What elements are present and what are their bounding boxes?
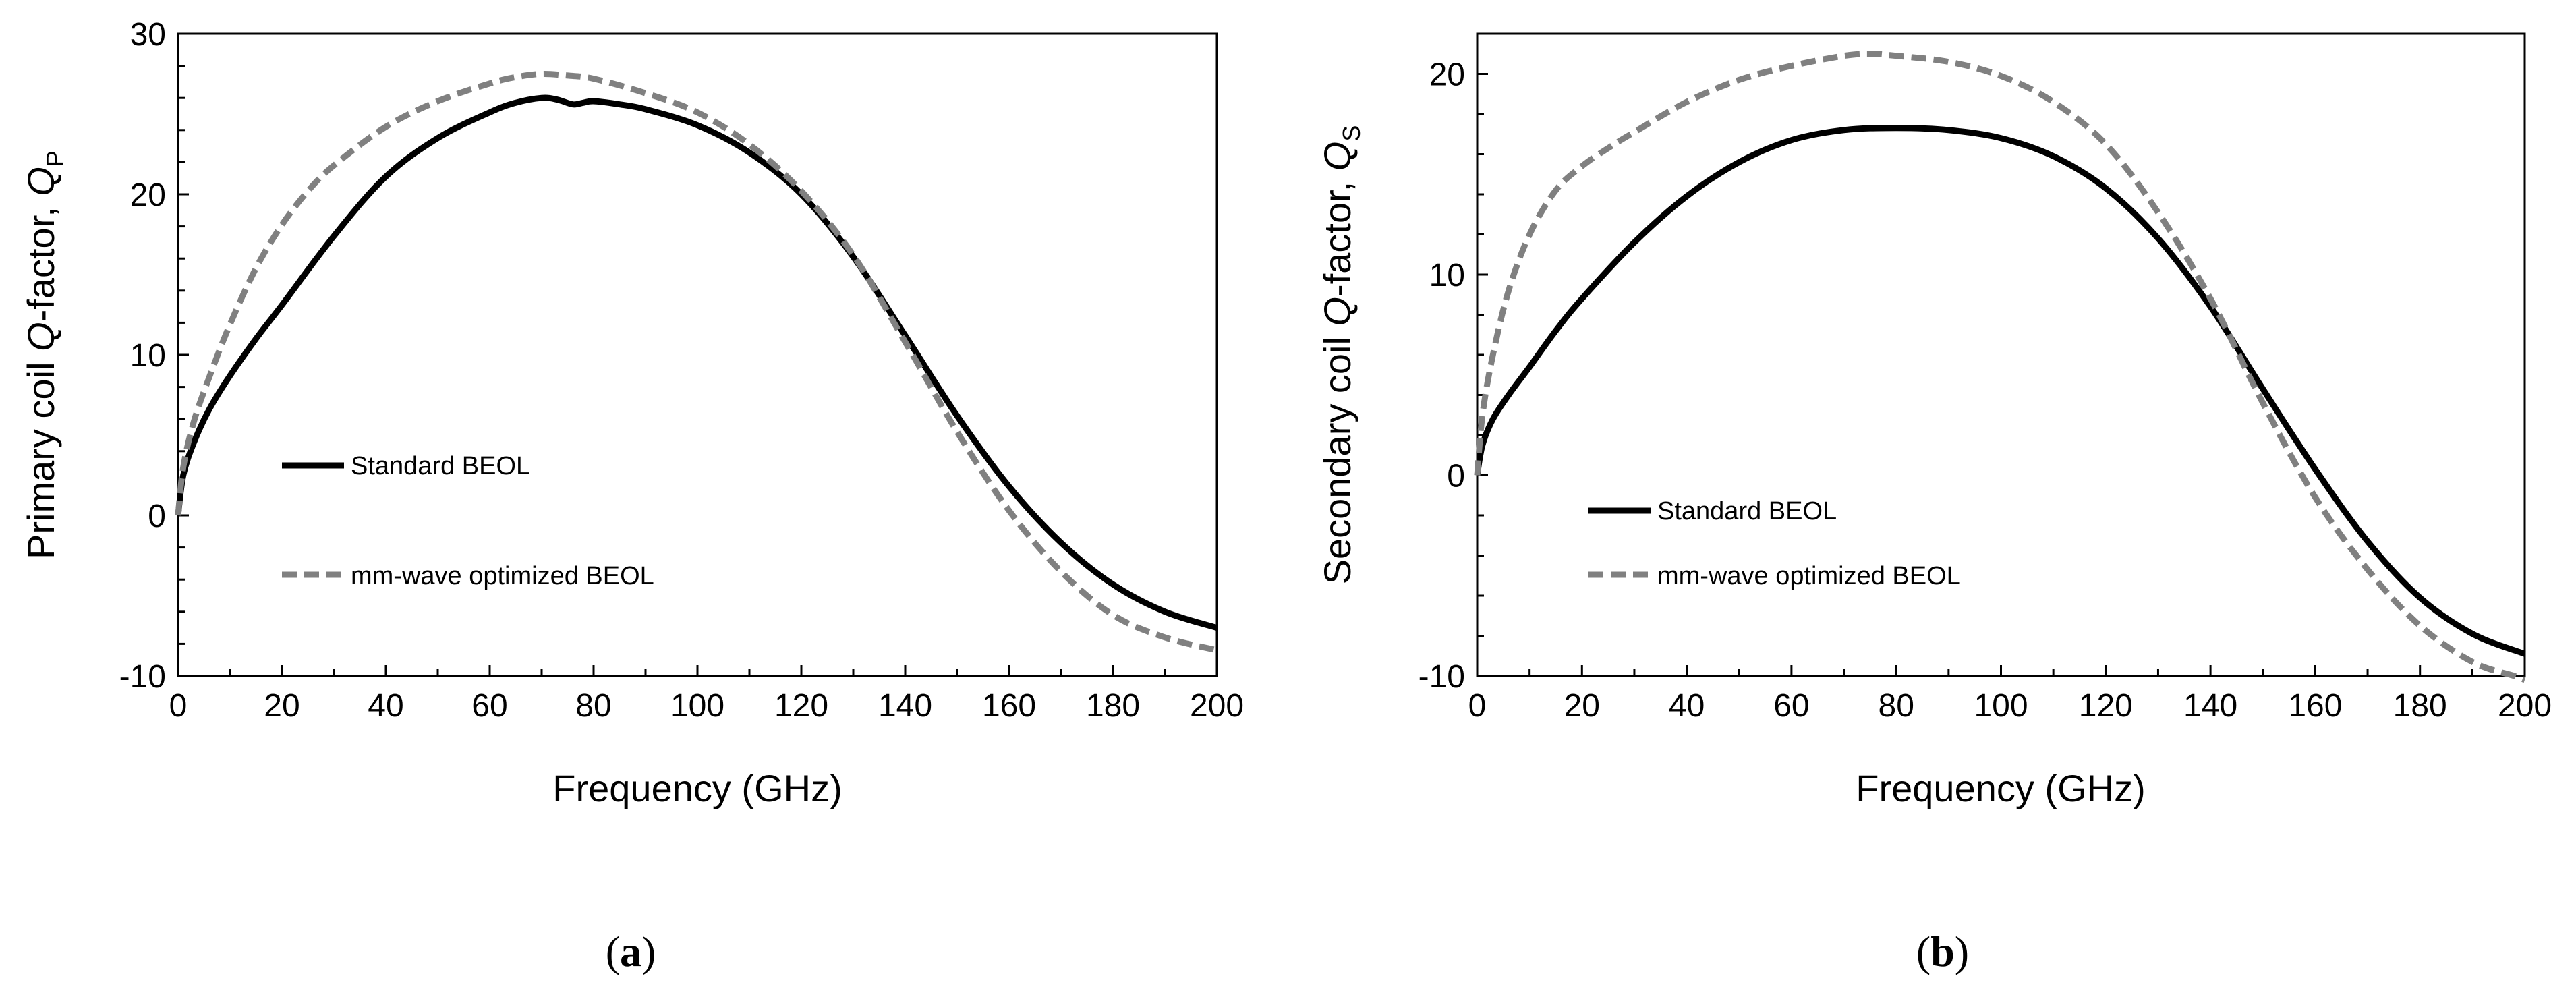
panel-a-y-label-main: Primary coil: [20, 351, 62, 559]
panel-b-plot-area: [1476, 32, 2526, 677]
y-tick-label: 0: [148, 499, 166, 534]
panel-a-y-ticks: -10 0 10 20 30: [119, 17, 189, 695]
panel-b-y-ticks: -10 0 10 20: [1419, 32, 1488, 695]
panel-b-caption: (b): [1916, 928, 1969, 975]
panel-a-series-mmwave-optimized-line: [175, 70, 1218, 654]
x-tick-label: 140: [878, 688, 932, 724]
x-tick-label: 60: [1773, 688, 1809, 724]
x-tick-label: 80: [575, 688, 611, 724]
y-tick-label: 10: [130, 338, 166, 374]
panel-b-y-label-sub: S: [1338, 125, 1365, 142]
panel-a-x-axis-label: Frequency (GHz): [552, 767, 842, 809]
panel-b-legend-standard: Standard BEOL: [1657, 497, 1837, 525]
x-tick-label: 0: [169, 688, 188, 724]
x-tick-label: 40: [1669, 688, 1705, 724]
x-tick-label: 200: [2498, 688, 2552, 724]
panel-a-plot-area: [177, 32, 1218, 677]
x-tick-label: 160: [2288, 688, 2342, 724]
panel-a-caption: (a): [606, 928, 656, 975]
panel-b-caption-letter: b: [1930, 928, 1955, 975]
panel-b-series-standard-line: [1474, 125, 2526, 657]
panel-b-series: [1474, 51, 2526, 683]
panel-a-y-label-sym: Q: [20, 167, 62, 196]
panel-b-y-label-sym: Q: [1316, 142, 1358, 171]
x-tick-label: 0: [1468, 688, 1487, 724]
panel-b-legend: Standard BEOL mm-wave optimized BEOL: [1588, 497, 1961, 590]
panel-b-x-ticks: 0 20 40 60 80 100 120 140 160 180 200: [1468, 665, 2552, 724]
panel-a-legend-standard: Standard BEOL: [351, 452, 530, 480]
y-tick-label: 20: [130, 177, 166, 213]
y-tick-label: 30: [130, 17, 166, 53]
panel-a-y-label-rest: -factor,: [20, 196, 62, 322]
panel-a-x-ticks: 0 20 40 60 80 100 120 140 160 180 200: [169, 665, 1244, 724]
panel-a-caption-letter: a: [620, 928, 641, 975]
x-tick-label: 80: [1879, 688, 1914, 724]
y-tick-label: 0: [1447, 459, 1465, 494]
x-tick-label: 120: [2079, 688, 2133, 724]
panel-a-legend-mmwave: mm-wave optimized BEOL: [351, 562, 654, 590]
panel-a-series-standard-line: [175, 94, 1218, 631]
panel-a-y-label-q: Q: [20, 322, 62, 351]
x-tick-label: 200: [1190, 688, 1244, 724]
x-tick-label: 180: [1086, 688, 1140, 724]
x-tick-label: 100: [670, 688, 724, 724]
panel-a-y-label-sub: P: [41, 150, 69, 167]
x-tick-label: 180: [2393, 688, 2447, 724]
x-tick-label: 160: [982, 688, 1036, 724]
x-tick-label: 40: [368, 688, 403, 724]
panel-b-y-label-main: Secondary coil: [1316, 326, 1358, 585]
y-tick-label: 20: [1429, 57, 1465, 93]
panel-a-y-axis-label: Primary coil Q-factor, QP: [20, 150, 69, 559]
x-tick-label: 100: [1974, 688, 2028, 724]
x-tick-label: 20: [264, 688, 299, 724]
panel-a-legend: Standard BEOL mm-wave optimized BEOL: [282, 452, 654, 590]
x-tick-label: 120: [774, 688, 828, 724]
y-tick-label: -10: [1419, 659, 1465, 695]
panel-b-y-axis-label: Secondary coil Q-factor, QS: [1316, 125, 1365, 585]
panel-b-y-label-q: Q: [1316, 297, 1358, 326]
panel-b-y-label-rest: -factor,: [1316, 171, 1358, 297]
y-tick-label: 10: [1429, 258, 1465, 293]
panel-b-x-axis-label: Frequency (GHz): [1856, 767, 2145, 809]
x-tick-label: 140: [2183, 688, 2237, 724]
x-tick-label: 60: [471, 688, 507, 724]
x-tick-label: 20: [1564, 688, 1600, 724]
panel-b-series-mmwave-optimized-line: [1474, 51, 2526, 683]
y-tick-label: -10: [119, 659, 166, 695]
panel-b-legend-mmwave: mm-wave optimized BEOL: [1657, 562, 1961, 590]
panel-a-series: [175, 70, 1218, 654]
